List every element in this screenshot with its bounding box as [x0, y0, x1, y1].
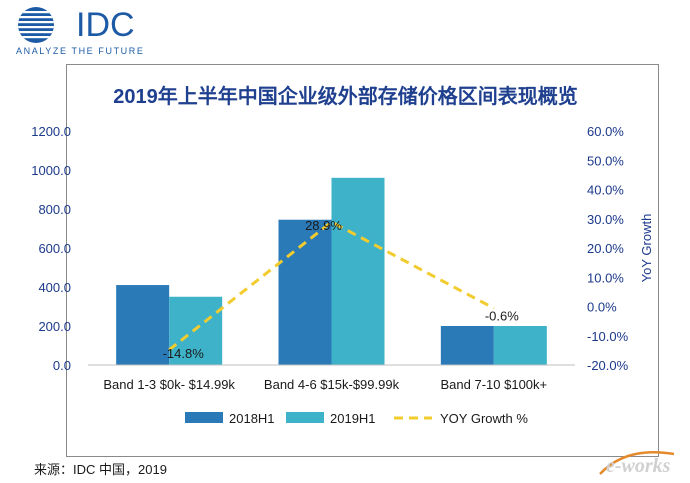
- yoy-data-label: 28.9%: [305, 218, 342, 233]
- y-tick-label: 0.0: [53, 358, 71, 373]
- y2-tick-label: 0.0%: [587, 300, 617, 315]
- brand-tagline: ANALYZE THE FUTURE: [16, 46, 145, 56]
- y2-tick-label: 30.0%: [587, 212, 624, 227]
- globe-icon: [18, 7, 54, 43]
- brand-name: IDC: [76, 6, 135, 44]
- x-tick-label: Band 4-6 $15k-$99.99k: [264, 377, 400, 392]
- y-tick-label: 1200.0: [31, 124, 71, 139]
- y2-tick-label: -20.0%: [587, 358, 629, 373]
- x-tick-label: Band 7-10 $100k+: [441, 377, 548, 392]
- idc-logo: IDC ANALYZE THE FUTURE: [14, 6, 154, 60]
- yoy-growth-line: [168, 220, 495, 351]
- source-note: 来源：IDC 中国，2019: [34, 462, 167, 477]
- y2-tick-label: 40.0%: [587, 183, 624, 198]
- y-tick-label: 800.0: [38, 202, 71, 217]
- chart-title: 2019年上半年中国企业级外部存储价格区间表现概览: [113, 84, 578, 108]
- legend-label-2019h1: 2019H1: [330, 411, 376, 426]
- y-tick-label: 1000.0: [31, 163, 71, 178]
- yoy-data-label: -14.8%: [163, 346, 205, 361]
- bar-2018h1: [440, 326, 494, 365]
- x-tick-label: Band 1-3 $0k- $14.99k: [103, 377, 235, 392]
- y2-tick-label: 20.0%: [587, 241, 624, 256]
- y2-tick-label: 50.0%: [587, 153, 624, 168]
- legend-swatch-2018h1: [185, 412, 223, 423]
- bar-2019h1: [169, 296, 223, 365]
- y2-tick-label: 60.0%: [587, 124, 624, 139]
- watermark-text: e-works: [606, 455, 671, 477]
- bar-2019h1: [493, 326, 547, 365]
- y2-axis-label: YoY Growth: [639, 214, 654, 283]
- y-tick-label: 400.0: [38, 280, 71, 295]
- eworks-watermark: e-works: [599, 450, 675, 477]
- bar-2018h1: [116, 285, 170, 365]
- y2-tick-label: 10.0%: [587, 270, 624, 285]
- swoosh-icon: [599, 450, 675, 475]
- y-tick-label: 600.0: [38, 241, 71, 256]
- legend-label-2018h1: 2018H1: [229, 411, 275, 426]
- legend-swatch-2019h1: [286, 412, 324, 423]
- bar-2019h1: [331, 177, 385, 365]
- yoy-data-label: -0.6%: [485, 308, 519, 323]
- y2-tick-label: -10.0%: [587, 329, 629, 344]
- y-tick-label: 200.0: [38, 319, 71, 334]
- legend-label-yoy: YOY Growth %: [440, 411, 528, 426]
